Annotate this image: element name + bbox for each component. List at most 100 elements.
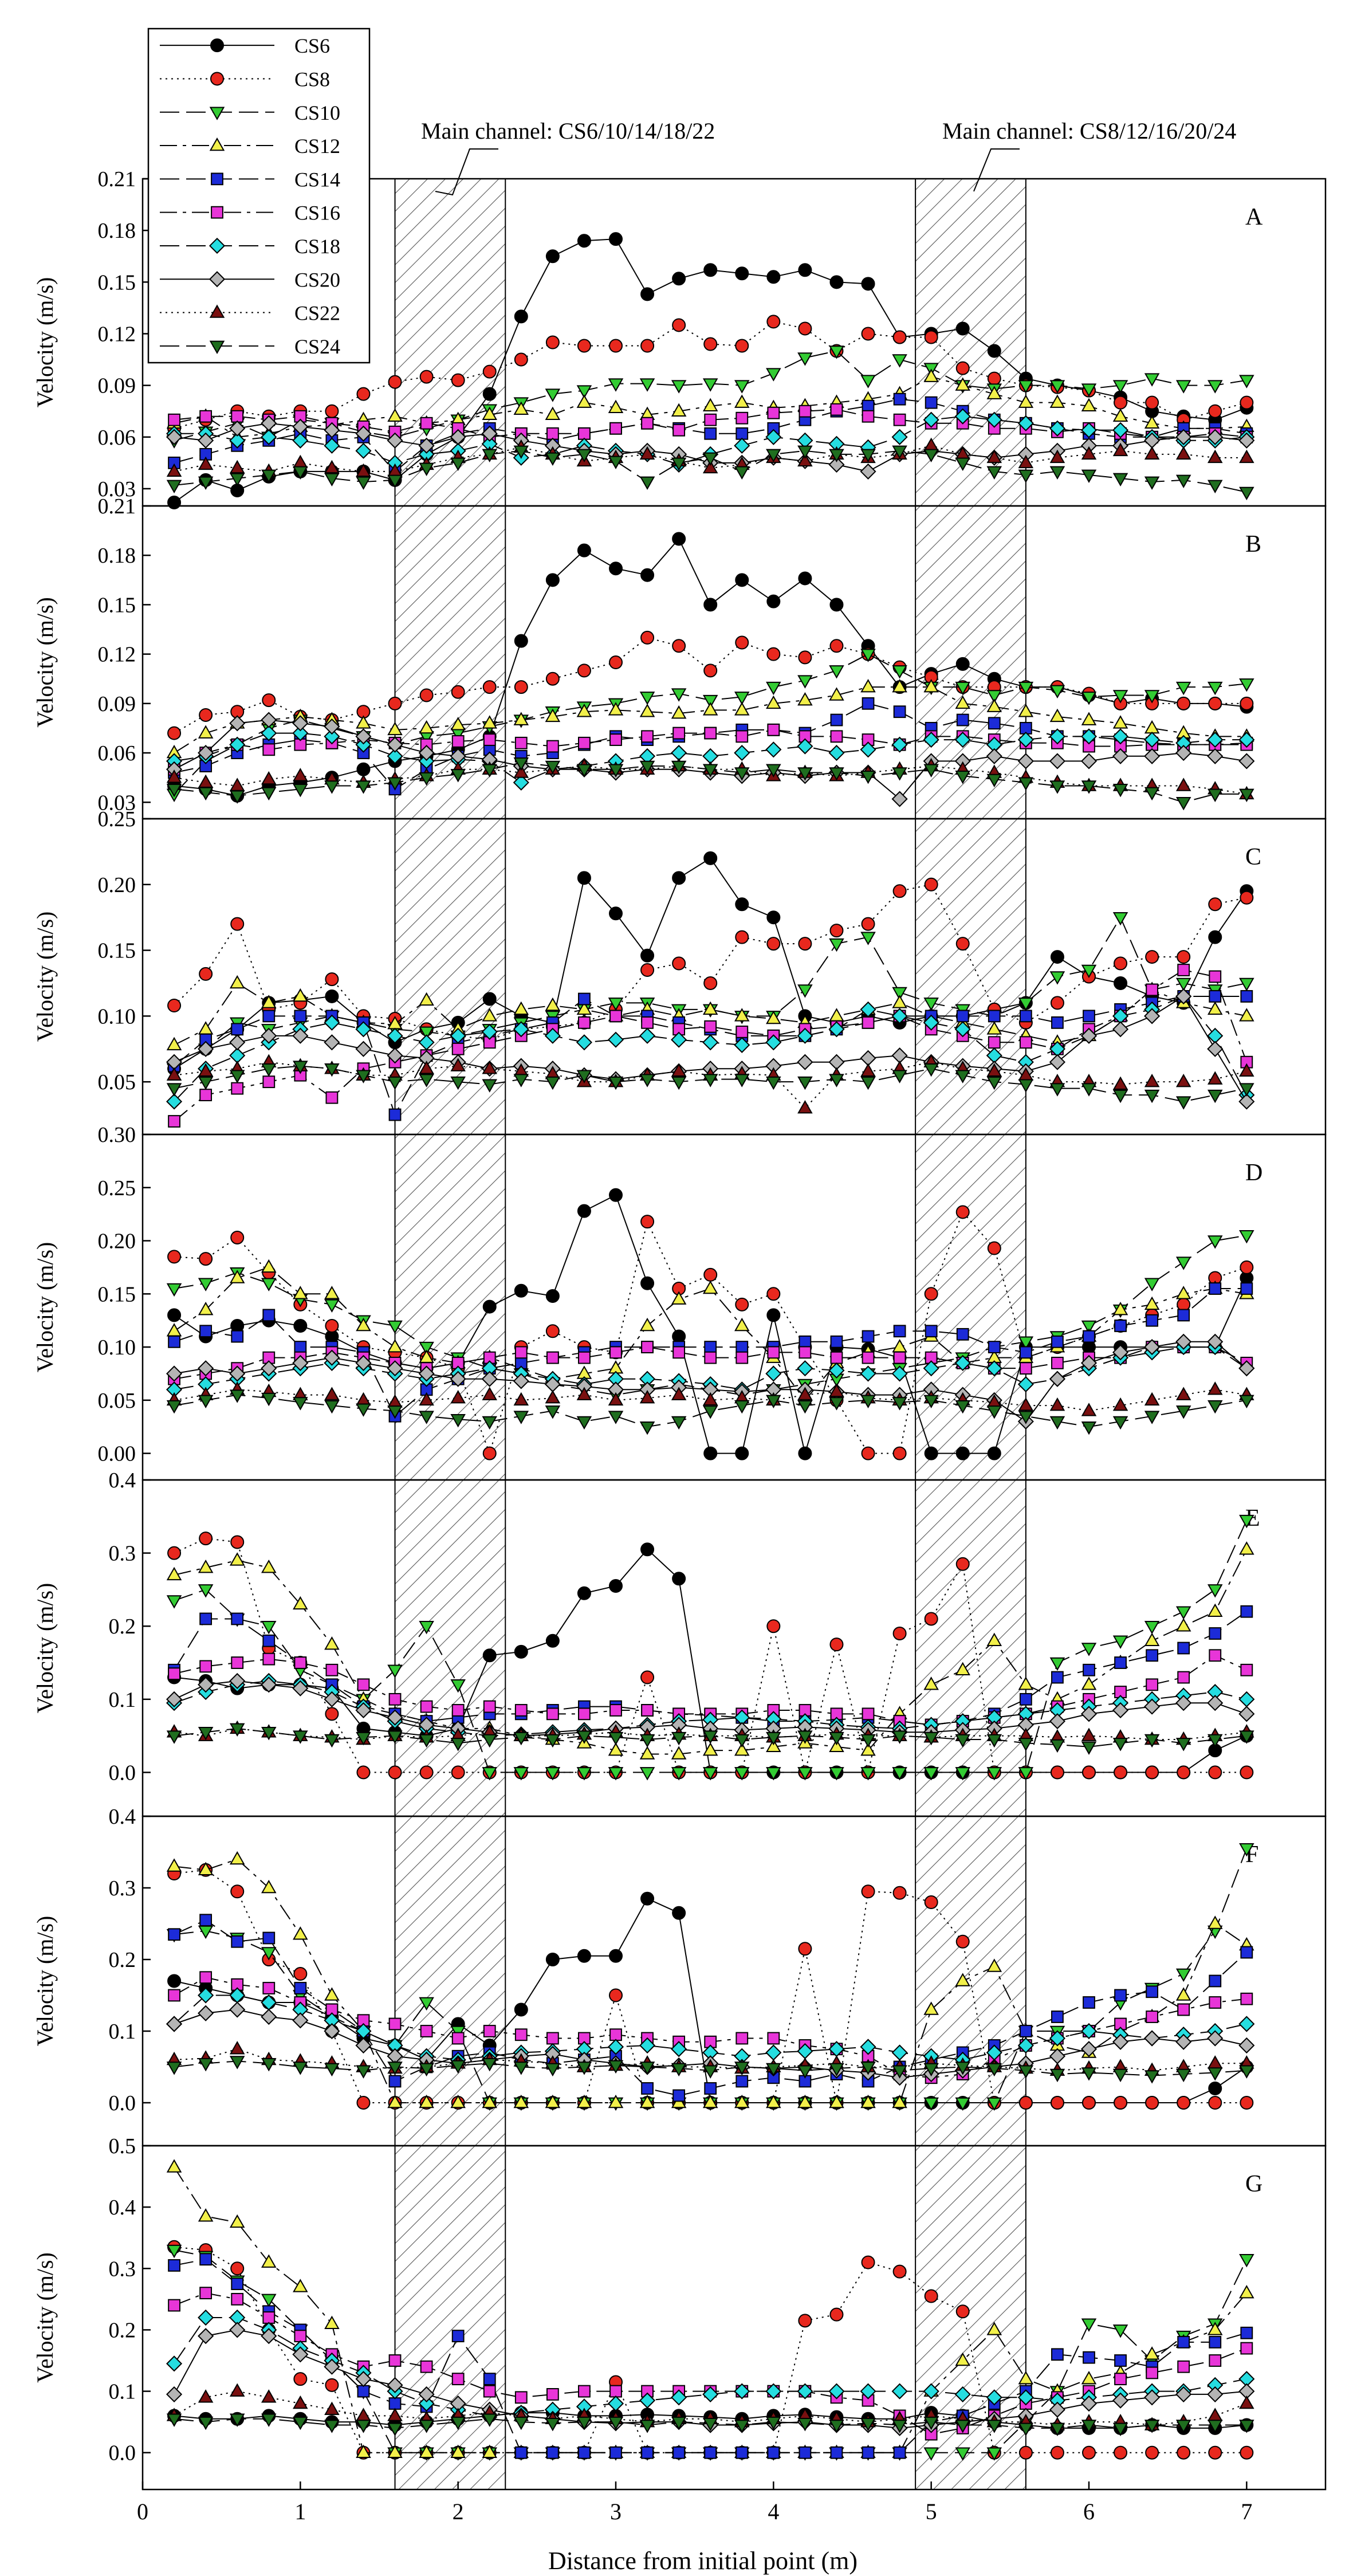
data-point-CS8 xyxy=(293,2372,308,2386)
data-point-CS22 xyxy=(1018,454,1034,469)
data-point-CS24 xyxy=(734,1734,750,1748)
y-tick-label: 0.0 xyxy=(109,1761,136,1785)
data-point-CS8 xyxy=(861,327,875,341)
data-point-CS22 xyxy=(1144,446,1160,460)
data-point-CS14 xyxy=(388,2397,402,2410)
data-point-CS12 xyxy=(702,1001,718,1015)
data-point-CS8 xyxy=(1177,950,1191,964)
data-point-CS12 xyxy=(1018,1676,1034,1690)
data-point-CS24 xyxy=(293,2416,308,2430)
data-point-CS12 xyxy=(166,1566,182,1581)
data-point-CS16 xyxy=(1146,983,1159,996)
data-point-CS10 xyxy=(166,1595,182,1609)
data-point-CS6 xyxy=(798,571,812,586)
data-point-CS22 xyxy=(1207,1381,1223,1395)
data-point-CS12 xyxy=(1144,720,1160,734)
data-point-CS6 xyxy=(640,568,655,582)
legend-label: CS20 xyxy=(294,268,340,291)
data-point-CS24 xyxy=(1112,784,1128,798)
y-tick-label: 0.3 xyxy=(109,1876,136,1900)
data-point-CS14 xyxy=(1083,1010,1095,1023)
legend-label: CS6 xyxy=(294,34,330,57)
y-tick-label: 0.3 xyxy=(109,2257,136,2281)
panel-label: A xyxy=(1245,204,1263,230)
data-point-CS14 xyxy=(168,1928,180,1941)
data-point-CS6 xyxy=(672,871,686,885)
data-point-CS12 xyxy=(1239,2285,1254,2299)
data-point-CS8 xyxy=(798,1942,812,1956)
y-axis-title: Velocity (m/s) xyxy=(32,1916,58,2047)
data-point-CS20 xyxy=(986,748,1002,764)
data-point-CS24 xyxy=(513,1074,529,1087)
data-point-CS24 xyxy=(766,1076,781,1090)
data-point-CS22 xyxy=(797,453,813,467)
data-point-CS20 xyxy=(1175,429,1192,445)
data-point-CS24 xyxy=(986,2420,1002,2433)
data-point-CS12 xyxy=(860,678,876,693)
data-point-CS24 xyxy=(1239,486,1254,501)
data-point-CS20 xyxy=(1049,2048,1065,2064)
data-point-CS24 xyxy=(419,2420,434,2433)
data-point-CS24 xyxy=(1049,780,1065,794)
data-point-CS6 xyxy=(482,1648,497,1663)
data-point-CS12 xyxy=(986,1958,1002,1972)
data-point-CS24 xyxy=(356,780,371,794)
data-point-CS8 xyxy=(356,1765,371,1780)
data-point-CS16 xyxy=(672,423,686,437)
data-point-CS14 xyxy=(1051,2348,1064,2361)
data-point-CS24 xyxy=(860,1076,876,1090)
data-point-CS10 xyxy=(671,380,687,394)
data-point-CS24 xyxy=(261,1727,277,1741)
data-point-CS20 xyxy=(481,1371,498,1387)
data-point-CS18 xyxy=(324,728,340,745)
data-point-CS14 xyxy=(704,2446,717,2459)
data-point-CS6 xyxy=(514,2002,528,2017)
data-point-CS8 xyxy=(892,1446,907,1460)
data-point-CS14 xyxy=(893,2446,906,2459)
data-point-CS14 xyxy=(830,1335,843,1348)
data-point-CS24 xyxy=(293,2061,308,2075)
data-point-CS24 xyxy=(955,2420,971,2433)
data-point-CS12 xyxy=(860,2094,876,2108)
data-point-CS8 xyxy=(892,330,907,344)
y-tick-label: 0.15 xyxy=(98,593,136,617)
data-point-CS14 xyxy=(262,1010,276,1023)
data-point-CS24 xyxy=(702,2065,718,2079)
data-point-CS14 xyxy=(862,399,875,413)
data-point-CS8 xyxy=(735,339,749,353)
series-line-CS18 xyxy=(174,1680,1247,1737)
data-point-CS20 xyxy=(1112,2392,1129,2409)
y-tick-label: 0.25 xyxy=(98,1176,136,1200)
data-point-CS10 xyxy=(829,938,844,952)
data-point-CS8 xyxy=(924,1895,938,1909)
data-point-CS20 xyxy=(860,463,876,480)
data-point-CS8 xyxy=(798,321,812,336)
data-point-CS24 xyxy=(293,784,308,798)
data-point-CS18 xyxy=(261,429,277,445)
data-point-CS20 xyxy=(166,1365,183,1382)
data-point-CS22 xyxy=(450,1390,466,1404)
data-point-CS12 xyxy=(1207,2322,1223,2335)
data-point-CS8 xyxy=(325,404,339,418)
y-tick-label: 0.0 xyxy=(109,2091,136,2115)
y-tick-label: 0.03 xyxy=(98,791,136,815)
data-point-CS6 xyxy=(735,897,749,912)
data-point-CS16 xyxy=(325,1091,339,1104)
legend-marker xyxy=(211,206,223,219)
data-point-CS20 xyxy=(355,1702,372,1719)
data-point-CS14 xyxy=(893,705,906,718)
data-point-CS20 xyxy=(1207,2386,1224,2402)
data-point-CS24 xyxy=(450,1413,466,1428)
data-point-CS14 xyxy=(862,697,875,710)
data-point-CS16 xyxy=(609,1704,622,1717)
data-point-CS16 xyxy=(578,1016,591,1029)
data-point-CS24 xyxy=(545,760,561,775)
data-point-CS10 xyxy=(1239,1514,1254,1529)
data-point-CS18 xyxy=(765,741,782,758)
data-point-CS8 xyxy=(545,672,560,686)
data-point-CS18 xyxy=(765,429,782,445)
data-point-CS18 xyxy=(1238,731,1255,748)
data-point-CS8 xyxy=(955,2304,970,2319)
data-point-CS24 xyxy=(671,1076,687,1090)
